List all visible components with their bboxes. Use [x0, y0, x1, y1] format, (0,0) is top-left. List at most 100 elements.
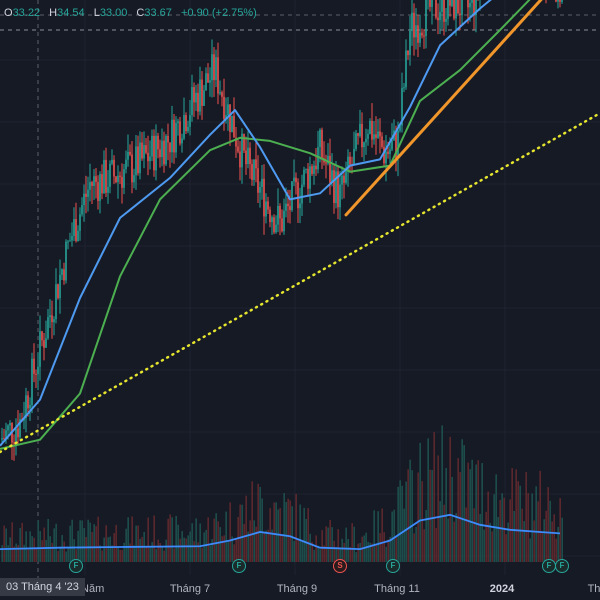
candle-body: [269, 209, 271, 223]
volume-bar: [281, 534, 283, 562]
volume-bar: [333, 540, 335, 562]
x-tick-label: Tháng 9: [276, 583, 318, 595]
volume-bar: [137, 525, 139, 562]
volume-bar: [149, 547, 151, 562]
candle-body: [333, 170, 335, 203]
candle-body: [301, 184, 303, 204]
volume-bar: [185, 538, 187, 562]
volume-bar: [221, 536, 223, 562]
volume-bar: [385, 546, 387, 562]
volume-bar: [101, 550, 103, 562]
candle-body: [109, 163, 111, 187]
candle-body: [561, 0, 563, 2]
candle-body: [475, 0, 477, 15]
event-financial-marker[interactable]: F: [555, 559, 569, 573]
volume-bar: [323, 545, 325, 562]
candle-body: [105, 159, 107, 193]
candle-body: [437, 17, 439, 21]
volume-bar: [215, 513, 217, 562]
event-split-marker[interactable]: S: [333, 559, 347, 573]
volume-bar: [371, 543, 373, 562]
candle-body: [339, 184, 341, 208]
volume-bar: [229, 502, 231, 562]
candle-body: [355, 133, 357, 149]
event-financial-marker[interactable]: F: [386, 559, 400, 573]
candle-body: [125, 159, 127, 170]
candle-body: [407, 50, 409, 56]
candle-body: [157, 135, 159, 150]
close-value: 33.67: [144, 7, 172, 19]
high-value: 34.54: [57, 7, 85, 19]
candle-body: [379, 131, 381, 137]
volume-bar: [1, 545, 3, 562]
volume-bar: [15, 543, 17, 562]
candle-body: [37, 366, 39, 375]
candle-body: [101, 174, 103, 194]
candle-body: [283, 210, 285, 232]
candle-body: [305, 168, 307, 170]
volume-bar: [507, 522, 509, 562]
candle-body: [197, 92, 199, 112]
volume-bar: [85, 537, 87, 562]
volume-bar: [379, 533, 381, 562]
candle-body: [73, 219, 75, 237]
volume-bar: [347, 539, 349, 562]
volume-bar: [55, 523, 57, 562]
volume-bar: [277, 509, 279, 562]
volume-bar: [111, 545, 113, 562]
candle-body: [133, 175, 135, 183]
event-financial-marker[interactable]: F: [542, 559, 556, 573]
volume-bar: [375, 544, 377, 562]
volume-bar: [163, 550, 165, 562]
volume-bar: [417, 472, 419, 562]
volume-bar: [469, 469, 471, 562]
candle-body: [61, 269, 63, 275]
volume-bar: [243, 523, 245, 562]
volume-bar: [99, 545, 101, 562]
volume-bar: [343, 542, 345, 562]
candle-body: [227, 104, 229, 116]
candle-body: [165, 135, 167, 165]
volume-bar: [41, 540, 43, 562]
candle-body: [135, 146, 137, 176]
candle-body: [215, 57, 217, 81]
candle-body: [381, 136, 383, 147]
volume-bar: [37, 520, 39, 562]
candle-body: [179, 121, 181, 144]
volume-bar: [119, 549, 121, 562]
candle-body: [281, 218, 283, 232]
volume-bar: [357, 543, 359, 562]
candle-body: [259, 187, 261, 193]
event-financial-marker[interactable]: F: [69, 559, 83, 573]
volume-bar: [165, 539, 167, 562]
candle-body: [103, 159, 105, 194]
candle-body: [111, 159, 113, 164]
candle-body: [363, 142, 365, 148]
candle-body: [453, 0, 455, 19]
volume-bar: [151, 542, 153, 562]
candle-body: [557, 0, 559, 2]
volume-bar: [19, 527, 21, 562]
candle-body: [413, 12, 415, 38]
volume-bar: [393, 509, 395, 562]
volume-bar: [443, 504, 445, 562]
candle-body: [93, 176, 95, 186]
volume-bar: [309, 533, 311, 562]
candle-body: [195, 92, 197, 103]
candle-body: [267, 201, 269, 210]
volume-bar: [27, 549, 29, 562]
candle-body: [7, 425, 9, 431]
volume-bar: [257, 483, 259, 562]
candle-body: [467, 0, 469, 8]
candle-body: [217, 57, 219, 94]
candle-body: [149, 156, 151, 162]
volume-bar: [489, 522, 491, 562]
volume-bar: [209, 545, 211, 562]
volume-bar: [545, 510, 547, 562]
candle-body: [419, 32, 421, 43]
event-financial-marker[interactable]: F: [232, 559, 246, 573]
candle-body: [173, 119, 175, 153]
candle-body: [401, 87, 403, 126]
volume-bar: [337, 529, 339, 562]
